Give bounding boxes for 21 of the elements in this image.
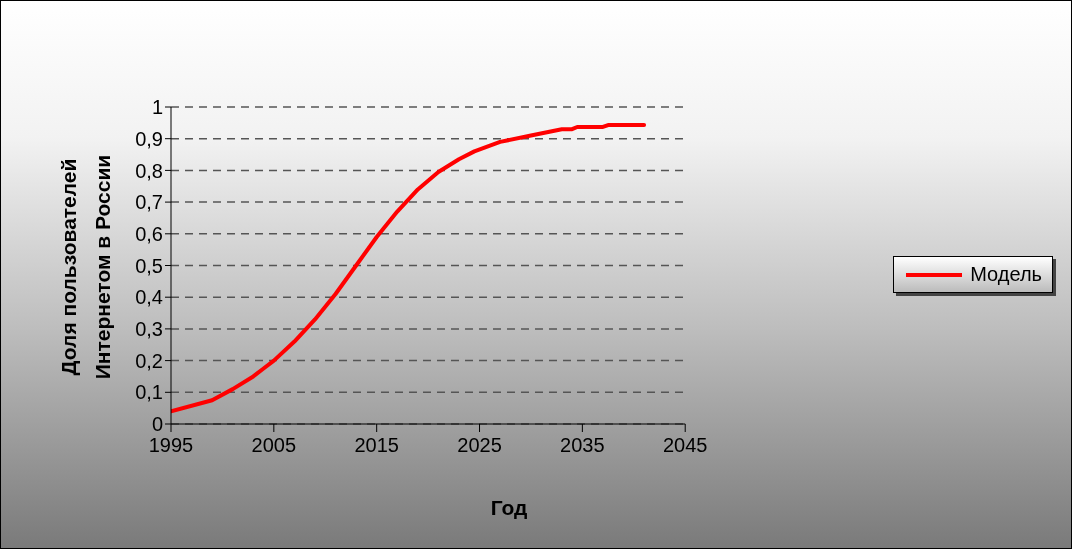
y-tick-label: 0,1: [135, 381, 163, 404]
line-series: [171, 123, 647, 414]
y-tick-label: 0,4: [135, 286, 163, 309]
y-tick-label: 0,8: [135, 159, 163, 182]
x-tick-label: 2005: [251, 434, 297, 457]
y-tick-label: 0,5: [135, 254, 163, 277]
x-tick-label: 1995: [148, 434, 194, 457]
x-tick-label: 2025: [457, 434, 502, 457]
y-tick-label: 0,3: [135, 318, 163, 340]
x-tick-label: 2015: [354, 434, 399, 457]
x-tick-label: 2035: [560, 434, 605, 457]
y-tick-label: 0,7: [135, 191, 163, 214]
x-tick-label: 2045: [662, 434, 708, 457]
x-axis-title: Год: [489, 496, 529, 520]
y-tick-label: 1: [151, 96, 163, 119]
y-tick-label: 0,9: [135, 127, 163, 150]
y-tick-label: 0,6: [135, 222, 163, 245]
y-tick-label: 0: [151, 413, 163, 436]
legend-label: Модель: [970, 263, 1042, 286]
y-tick-label: 0,2: [135, 349, 163, 372]
y-axis-title: Доля пользователей Интернетом в России: [56, 153, 115, 382]
